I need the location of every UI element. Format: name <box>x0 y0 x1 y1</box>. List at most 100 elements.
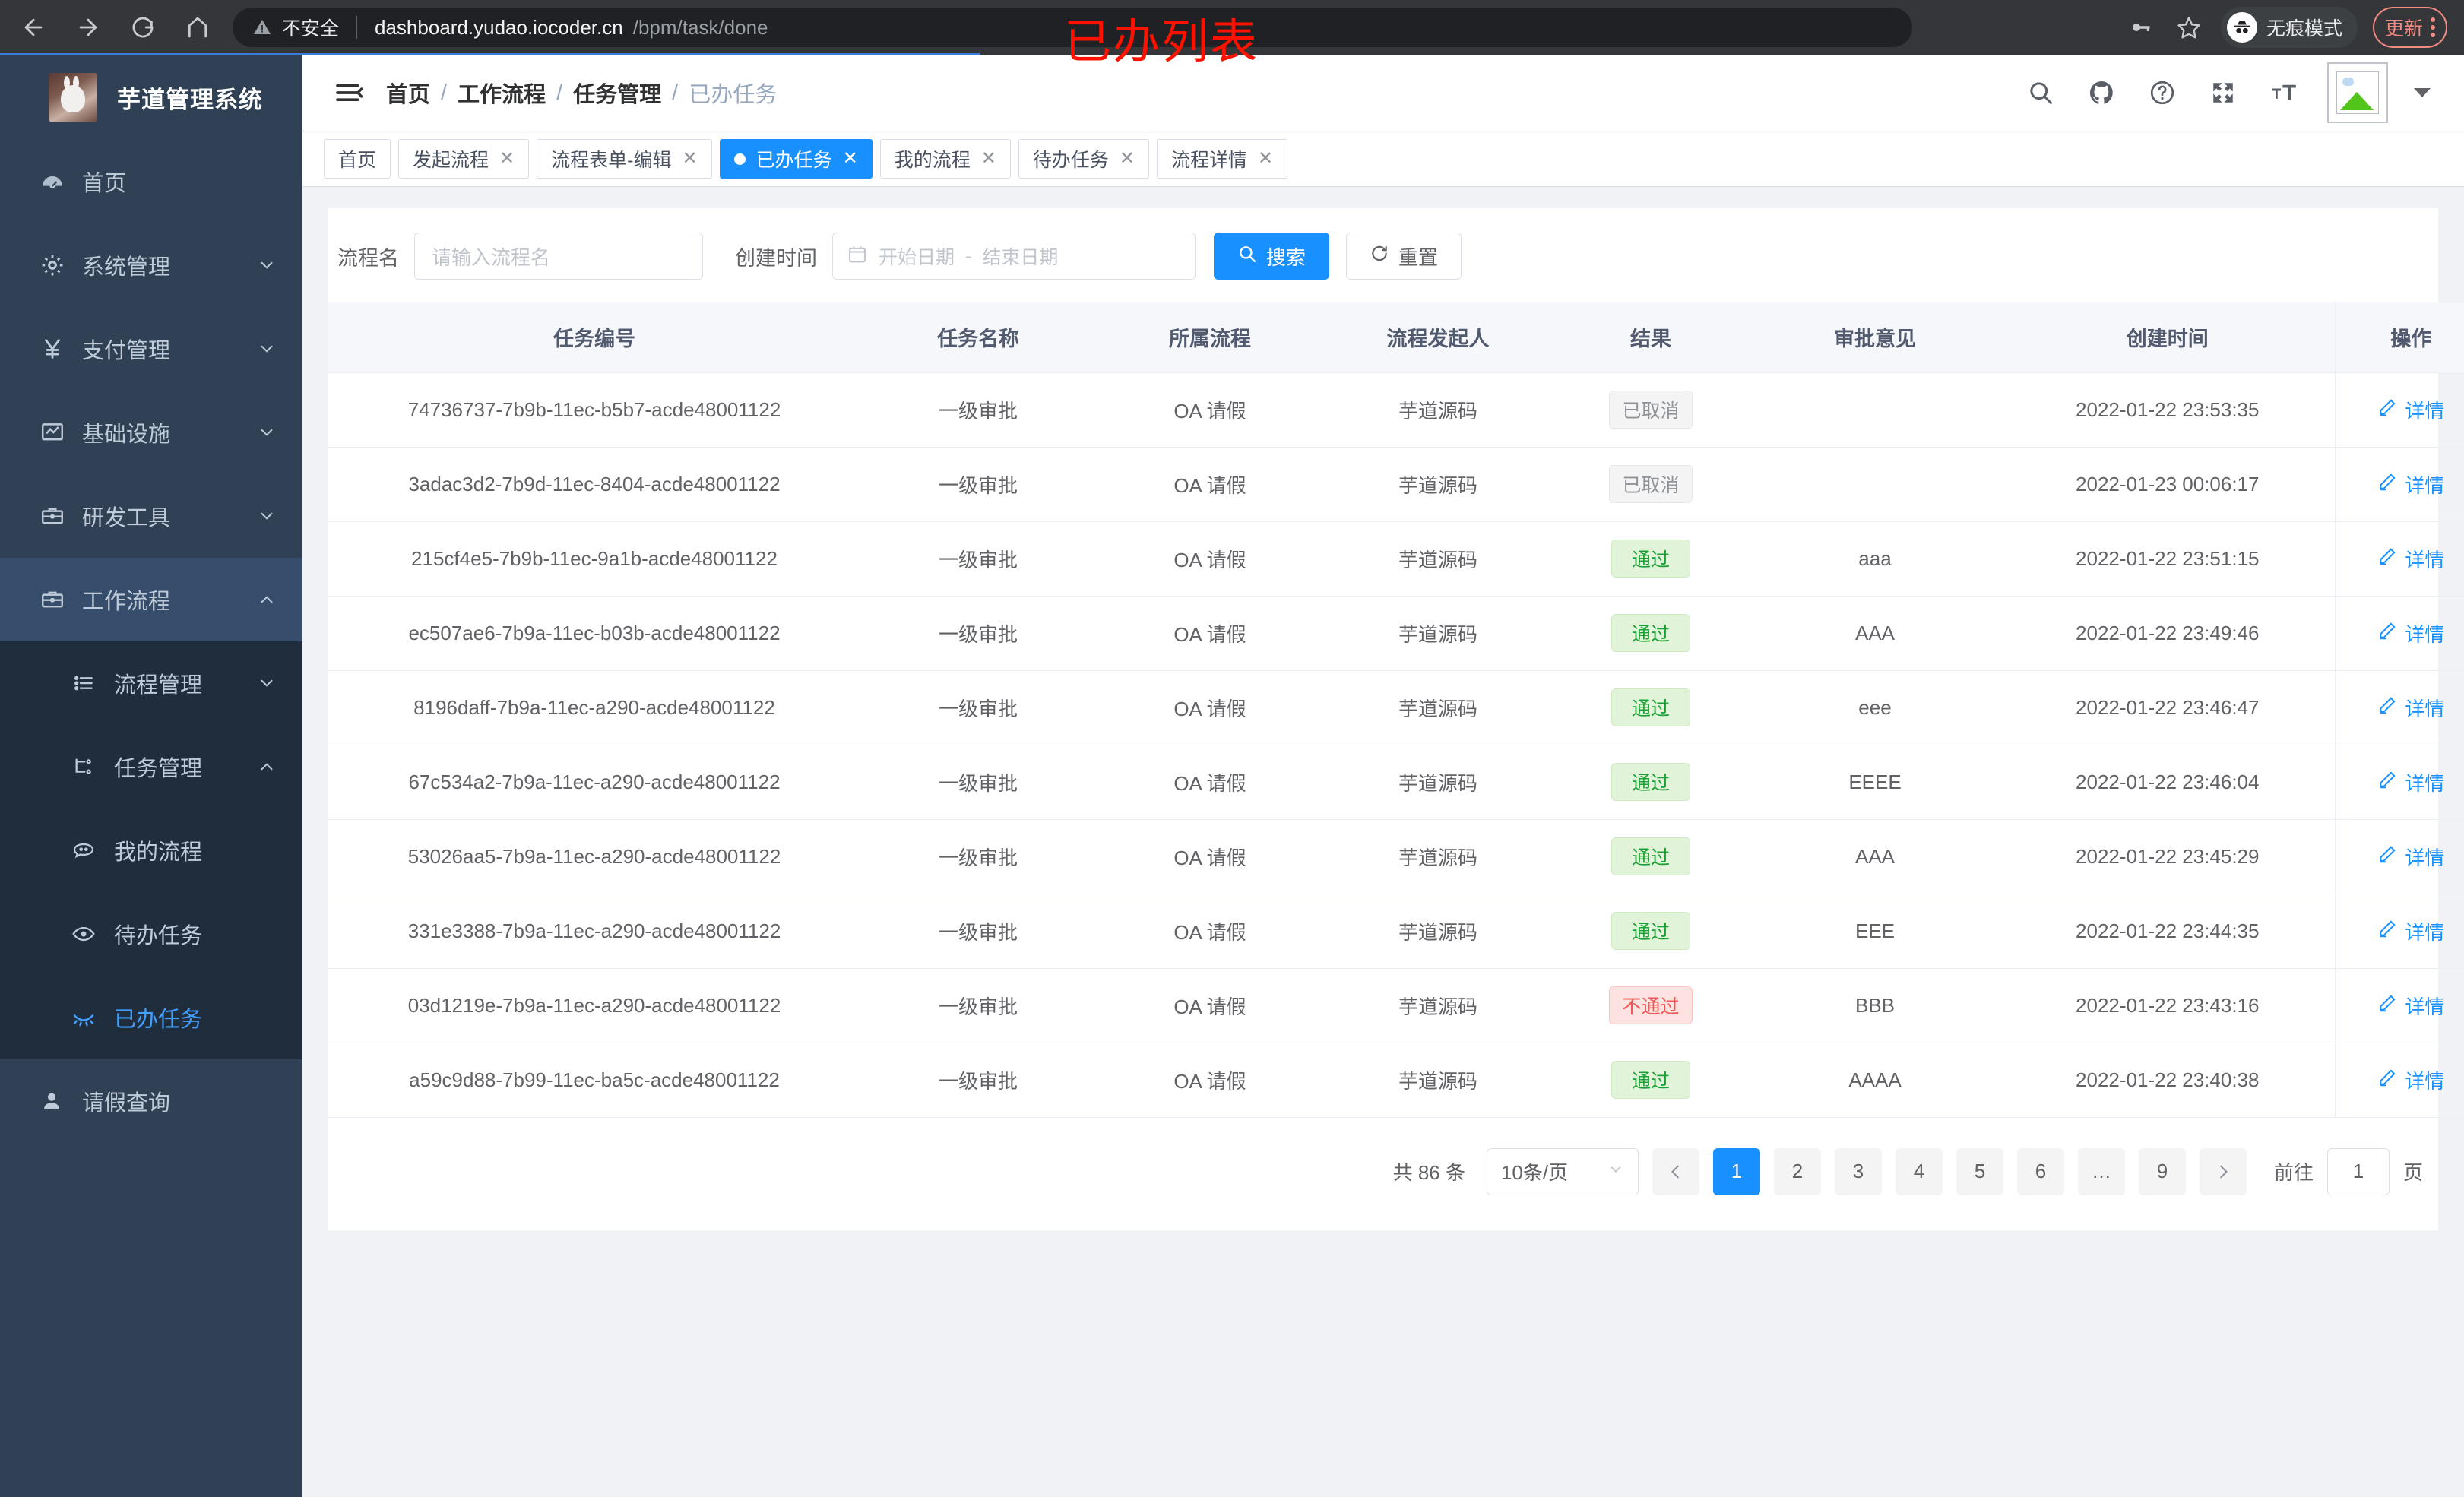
cell-starter: 芋道源码 <box>1324 670 1552 745</box>
back-arrow-icon[interactable] <box>17 11 50 44</box>
sidebar-item-my-process[interactable]: 我的流程 <box>0 809 302 892</box>
pagination-page-9[interactable]: 9 <box>2138 1147 2186 1195</box>
breadcrumb-item-1[interactable]: 工作流程 <box>458 83 546 107</box>
help-icon[interactable] <box>2145 75 2180 110</box>
active-dot-icon <box>733 153 746 165</box>
close-icon[interactable]: ✕ <box>499 148 515 169</box>
pagination-page-3[interactable]: 3 <box>1834 1147 1882 1195</box>
col-task-id: 任务编号 <box>328 302 860 373</box>
pagination-jump-input[interactable]: 1 <box>2326 1147 2390 1195</box>
tab-process-detail[interactable]: 流程详情 ✕ <box>1156 139 1288 179</box>
pagination-jump-value: 1 <box>2352 1160 2364 1182</box>
detail-link[interactable]: 详情 <box>2377 917 2444 945</box>
table-row: 215cf4e5-7b9b-11ec-9a1b-acde48001122 一级审批… <box>328 521 2464 597</box>
sidebar-item-system[interactable]: 系统管理 <box>0 223 302 307</box>
sidebar-item-payment[interactable]: 支付管理 <box>0 307 302 391</box>
create-time-label: 创建时间 <box>735 246 817 270</box>
page-size-select[interactable]: 10条/页 <box>1486 1147 1639 1195</box>
sidebar-item-workflow[interactable]: 工作流程 <box>0 558 302 641</box>
address-bar[interactable]: 不安全 dashboard.yudao.iocoder.cn/bpm/task/… <box>233 8 1912 47</box>
table-row: 03d1219e-7b9a-11ec-a290-acde48001122 一级审批… <box>328 968 2464 1043</box>
forward-arrow-icon[interactable] <box>71 11 105 44</box>
reload-icon[interactable] <box>126 11 160 44</box>
pagination-page-4[interactable]: 4 <box>1895 1147 1943 1195</box>
hamburger-icon[interactable] <box>330 74 368 112</box>
cell-comment: EEE <box>1750 894 2000 969</box>
process-name-label: 流程名 <box>337 246 399 270</box>
close-icon[interactable]: ✕ <box>1257 148 1274 169</box>
breadcrumb-item-0[interactable]: 首页 <box>386 83 431 107</box>
pagination-page-2[interactable]: 2 <box>1773 1147 1821 1195</box>
close-icon[interactable]: ✕ <box>1119 148 1135 169</box>
tab-label: 待办任务 <box>1032 150 1109 171</box>
cell-task-name: 一级审批 <box>860 894 1096 969</box>
tab-todo-task[interactable]: 待办任务 ✕ <box>1018 139 1149 179</box>
cell-process: OA 请假 <box>1096 894 1324 969</box>
sidebar-item-task-manage[interactable]: 任务管理 <box>0 725 302 809</box>
tab-process-form-edit[interactable]: 流程表单-编辑 ✕ <box>537 139 712 179</box>
sidebar-logo[interactable]: 芋道管理系统 <box>0 55 302 140</box>
sidebar: 芋道管理系统 首页 系统管理 支付管理 <box>0 55 302 1497</box>
pagination-prev[interactable] <box>1652 1147 1699 1195</box>
sidebar-item-devtools[interactable]: 研发工具 <box>0 474 302 558</box>
cell-result: 已取消 <box>1552 372 1750 448</box>
pagination-page-1[interactable]: 1 <box>1712 1147 1760 1195</box>
sidebar-item-done-task[interactable]: 已办任务 <box>0 976 302 1059</box>
home-icon[interactable] <box>181 11 214 44</box>
tab-home[interactable]: 首页 <box>324 139 391 179</box>
cell-process: OA 请假 <box>1096 968 1324 1043</box>
cell-starter: 芋道源码 <box>1324 745 1552 820</box>
detail-label: 详情 <box>2405 846 2445 869</box>
tab-my-process[interactable]: 我的流程 ✕ <box>879 139 1011 179</box>
cell-operation: 详情 <box>2334 372 2464 448</box>
close-icon[interactable]: ✕ <box>980 148 996 169</box>
create-time-range-picker[interactable]: 开始日期 - 结束日期 <box>832 233 1196 280</box>
key-icon[interactable] <box>2124 11 2157 44</box>
search-button[interactable]: 搜索 <box>1214 233 1330 280</box>
cell-starter: 芋道源码 <box>1324 819 1552 894</box>
tab-start-process[interactable]: 发起流程 ✕ <box>398 139 530 179</box>
update-button[interactable]: 更新 <box>2372 7 2447 48</box>
search-icon[interactable] <box>2023 75 2058 110</box>
sidebar-item-infrastructure[interactable]: 基础设施 <box>0 391 302 474</box>
kebab-menu-icon[interactable] <box>2431 17 2435 37</box>
tab-done-task[interactable]: 已办任务 ✕ <box>719 139 873 179</box>
process-name-input[interactable]: 请输入流程名 <box>414 233 703 280</box>
detail-link[interactable]: 详情 <box>2377 619 2444 647</box>
star-icon[interactable] <box>2172 11 2206 44</box>
tab-label: 流程表单-编辑 <box>551 150 672 171</box>
sidebar-item-label: 研发工具 <box>82 506 171 530</box>
sidebar-item-todo-task[interactable]: 待办任务 <box>0 892 302 976</box>
breadcrumb-item-2[interactable]: 任务管理 <box>573 83 662 107</box>
search-icon <box>1237 244 1257 269</box>
col-task-name: 任务名称 <box>860 302 1096 373</box>
app-shell: 芋道管理系统 首页 系统管理 支付管理 <box>0 55 2464 1497</box>
cell-created: 2022-01-22 23:53:35 <box>2000 372 2335 448</box>
close-icon[interactable]: ✕ <box>682 148 698 169</box>
pagination-next[interactable] <box>2199 1147 2247 1195</box>
caret-down-icon[interactable] <box>2414 88 2431 97</box>
detail-link[interactable]: 详情 <box>2377 545 2444 573</box>
detail-link[interactable]: 详情 <box>2377 396 2444 424</box>
reset-button[interactable]: 重置 <box>1346 233 1462 280</box>
pagination-page-5[interactable]: 5 <box>1956 1147 2003 1195</box>
github-icon[interactable] <box>2084 75 2119 110</box>
sidebar-item-home[interactable]: 首页 <box>0 140 302 223</box>
incognito-indicator[interactable]: 无痕模式 <box>2220 7 2358 48</box>
sidebar-item-process-manage[interactable]: 流程管理 <box>0 641 302 725</box>
detail-link[interactable]: 详情 <box>2377 768 2444 796</box>
not-secure-warning-icon <box>252 18 272 36</box>
pagination-page-6[interactable]: 6 <box>2016 1147 2064 1195</box>
fullscreen-icon[interactable] <box>2206 75 2241 110</box>
close-icon[interactable]: ✕ <box>842 148 858 169</box>
pagination-page-…[interactable]: … <box>2077 1147 2125 1195</box>
detail-link[interactable]: 详情 <box>2377 992 2444 1020</box>
detail-link[interactable]: 详情 <box>2377 470 2444 498</box>
sidebar-item-leave-query[interactable]: 请假查询 <box>0 1059 302 1143</box>
avatar[interactable] <box>2327 62 2388 123</box>
detail-link[interactable]: 详情 <box>2377 694 2444 722</box>
detail-link[interactable]: 详情 <box>2377 1066 2444 1094</box>
detail-link[interactable]: 详情 <box>2377 843 2444 871</box>
table-header: 任务编号 任务名称 所属流程 流程发起人 结果 审批意见 创建时间 操作 <box>328 302 2464 373</box>
font-size-icon[interactable] <box>2266 75 2301 110</box>
